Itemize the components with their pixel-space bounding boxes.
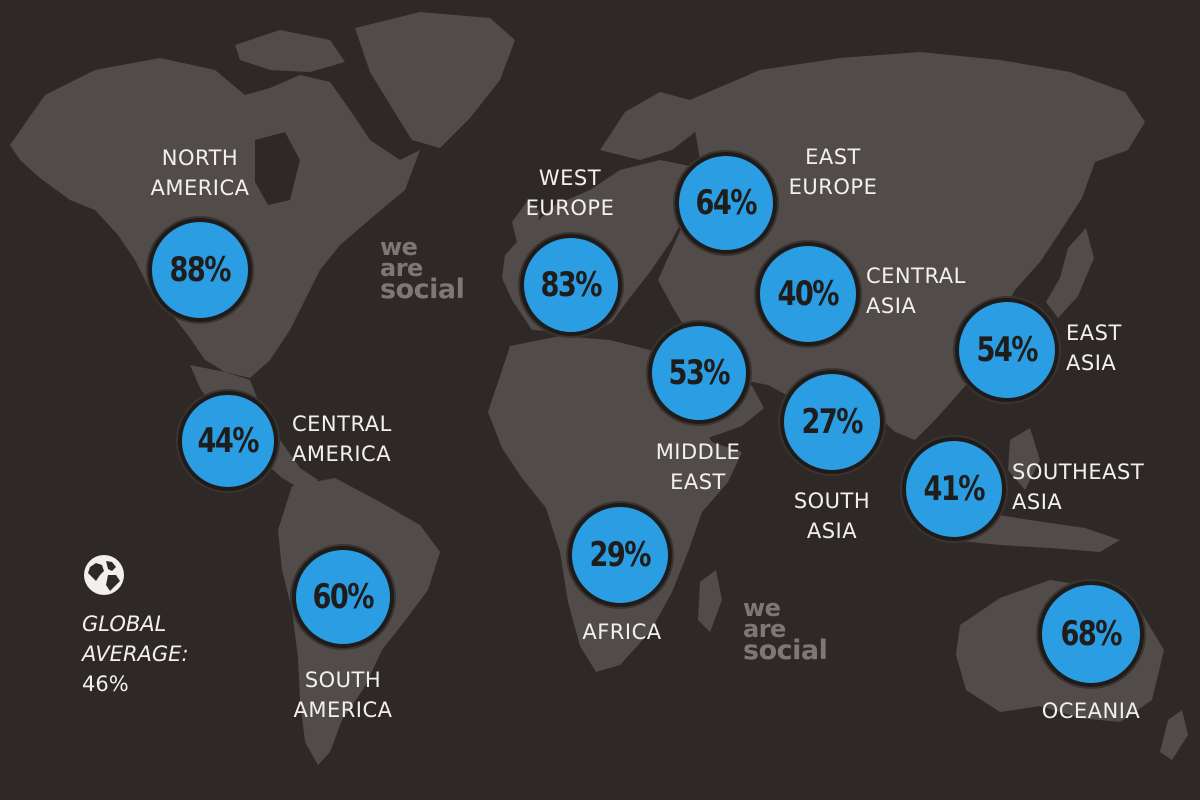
landmass-north-america: [10, 58, 420, 378]
landmass-japan: [1046, 228, 1094, 318]
region-label-middle-east: MIDDLE EAST: [655, 440, 741, 494]
global-average-label: GLOBAL AVERAGE:: [82, 612, 189, 666]
landmass-asia: [658, 52, 1145, 458]
region-label-central-america: CENTRAL AMERICA: [292, 412, 392, 466]
region-bubble-west-europe: 83%: [520, 234, 622, 336]
region-value-east-europe: 64%: [695, 183, 758, 223]
region-bubble-central-asia: 40%: [756, 242, 860, 346]
region-label-africa: AFRICA: [582, 620, 662, 644]
watermark-logo-1: we are social: [380, 233, 465, 305]
region-bubble-south-america: 60%: [292, 546, 394, 648]
region-value-oceania: 68%: [1060, 614, 1123, 654]
region-bubble-southeast-asia: 41%: [902, 437, 1006, 541]
region-label-east-europe: EAST EUROPE: [788, 145, 878, 199]
region-label-west-europe: WEST EUROPE: [525, 166, 615, 220]
landmass-madagascar: [698, 570, 722, 632]
region-bubble-east-asia: 54%: [955, 298, 1059, 402]
region-value-south-asia: 27%: [801, 402, 864, 442]
region-value-east-asia: 54%: [976, 330, 1039, 370]
region-bubble-central-america: 44%: [178, 391, 278, 491]
region-value-west-europe: 83%: [540, 265, 603, 305]
hudson-bay: [255, 132, 300, 205]
region-label-east-asia: EAST ASIA: [1066, 321, 1122, 375]
region-value-africa: 29%: [589, 535, 652, 575]
region-bubble-east-europe: 64%: [675, 152, 777, 254]
region-bubble-south-asia: 27%: [780, 370, 884, 474]
landmass-british-isles: [512, 200, 540, 246]
region-bubble-north-america: 88%: [148, 218, 252, 322]
region-label-north-america: NORTH AMERICA: [150, 146, 250, 200]
landmass-new-zealand: [1160, 710, 1188, 760]
landmass-philippines: [1008, 428, 1040, 490]
region-value-southeast-asia: 41%: [923, 469, 986, 509]
globe-icon: [84, 555, 124, 595]
landmass-canadian-arctic: [235, 30, 345, 72]
region-value-middle-east: 53%: [668, 353, 731, 393]
region-value-central-america: 44%: [197, 421, 260, 461]
landmass-scandinavia: [600, 92, 700, 160]
region-label-south-asia: SOUTH ASIA: [793, 489, 871, 543]
region-label-central-asia: CENTRAL ASIA: [866, 264, 966, 318]
region-bubble-africa: 29%: [568, 503, 672, 607]
region-bubble-oceania: 68%: [1038, 581, 1144, 687]
region-label-southeast-asia: SOUTHEAST ASIA: [1012, 460, 1145, 514]
region-value-central-asia: 40%: [777, 274, 840, 314]
landmass-greenland: [355, 12, 515, 148]
region-label-oceania: OCEANIA: [1041, 699, 1141, 723]
watermark-logo-2: we are social: [743, 594, 828, 666]
global-average-value: 46%: [82, 672, 129, 696]
region-label-south-america: SOUTH AMERICA: [293, 668, 393, 722]
region-value-south-america: 60%: [312, 577, 375, 617]
region-value-north-america: 88%: [169, 250, 232, 290]
region-bubble-middle-east: 53%: [648, 322, 750, 424]
